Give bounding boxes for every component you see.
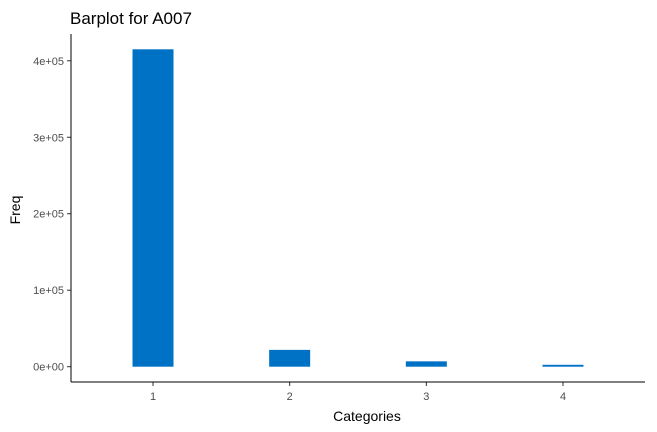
bar-category-2: [269, 349, 311, 367]
bars-group: [132, 49, 584, 367]
x-tick-label: 3: [423, 391, 429, 403]
x-tick-label: 2: [287, 391, 293, 403]
chart-title: Barplot for A007: [70, 9, 192, 28]
y-axis-ticks: 0e+00 1e+05 2e+05 3e+05 4e+05: [33, 56, 71, 374]
y-tick-label: 0e+00: [33, 362, 64, 374]
y-tick-label: 2e+05: [33, 209, 64, 221]
y-tick-label: 3e+05: [33, 132, 64, 144]
bar-category-1: [132, 49, 174, 367]
bar-category-4: [542, 364, 584, 367]
x-axis-title: Categories: [333, 408, 401, 424]
y-tick-label: 1e+05: [33, 285, 64, 297]
y-tick-label: 4e+05: [33, 56, 64, 68]
y-axis-title: Freq: [7, 196, 23, 225]
bar-category-3: [405, 361, 447, 367]
x-axis-ticks: 1 2 3 4: [150, 382, 566, 403]
x-tick-label: 1: [150, 391, 156, 403]
x-tick-label: 4: [560, 391, 566, 403]
